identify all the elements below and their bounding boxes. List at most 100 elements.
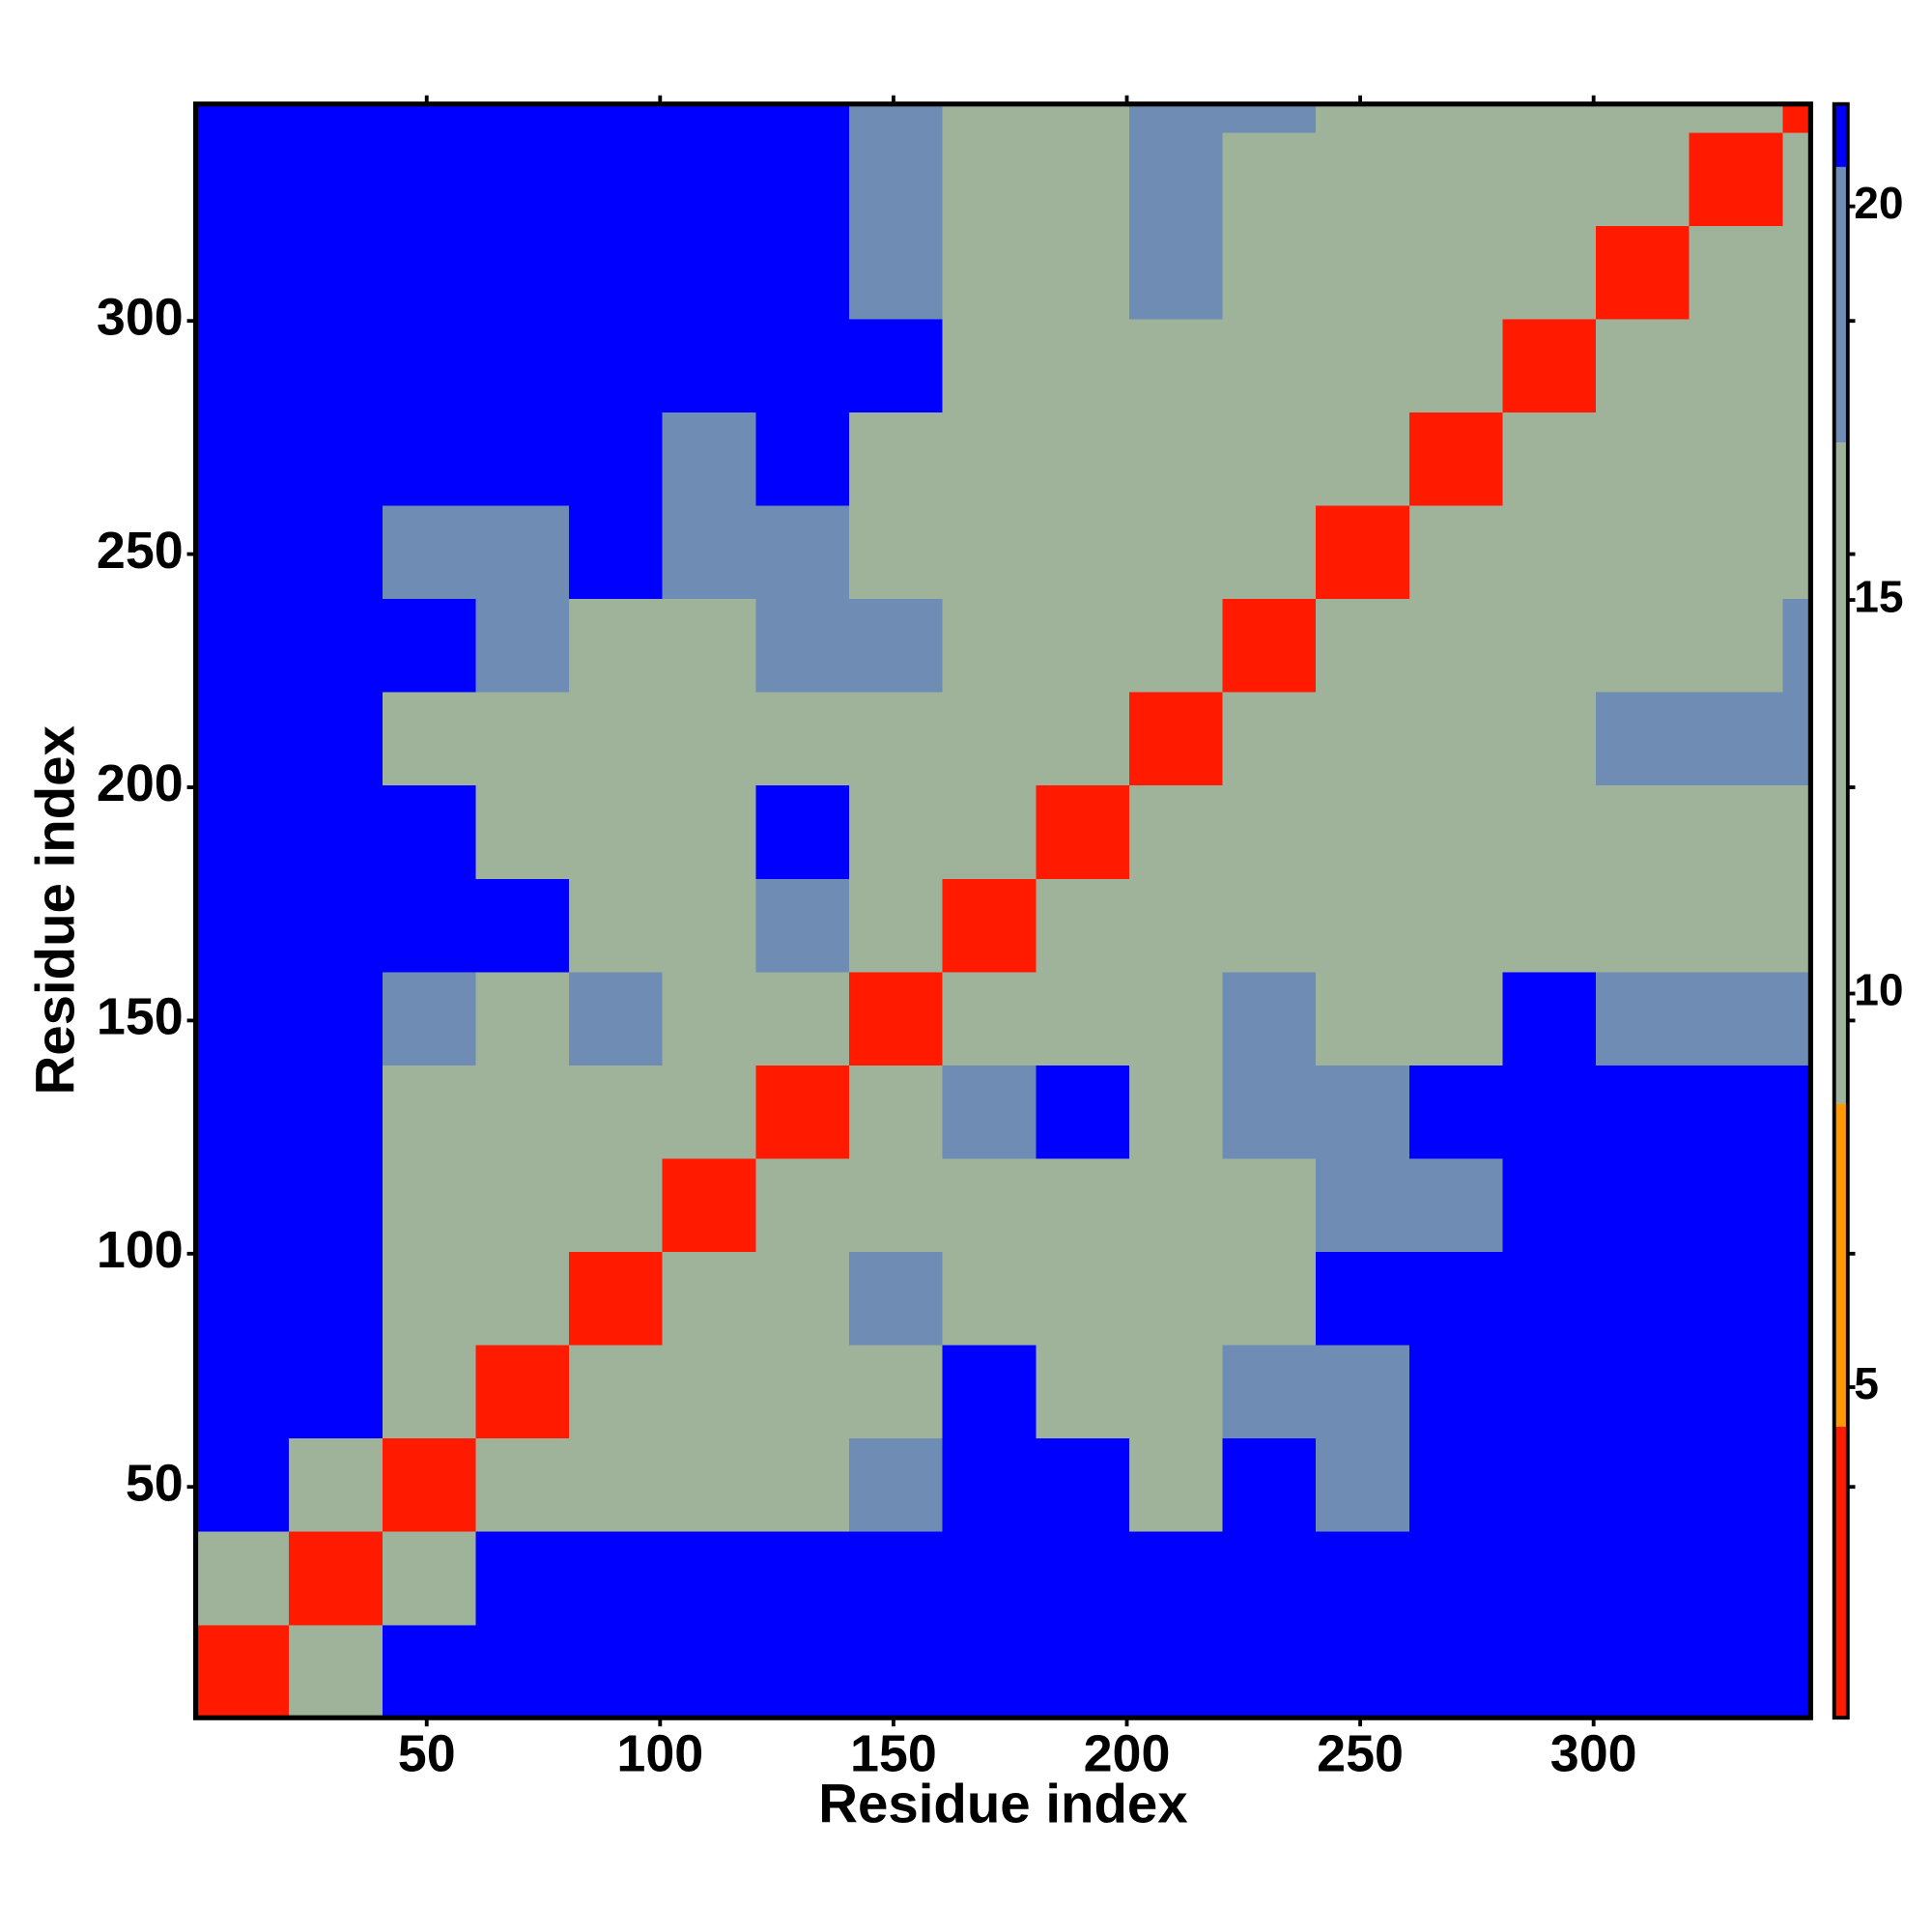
heat-cell (289, 318, 384, 412)
heat-cell (569, 1437, 664, 1532)
heat-cell (1596, 1437, 1690, 1532)
heat-cell (1316, 692, 1410, 786)
heat-cell (755, 131, 850, 226)
heat-cell (1502, 412, 1597, 506)
heat-cell (1502, 1251, 1597, 1346)
heat-cell (755, 1065, 850, 1159)
heat-cell (475, 1251, 570, 1346)
heat-cell (195, 784, 290, 879)
heat-cell (475, 225, 570, 320)
heat-cell (1689, 1344, 1784, 1439)
heat-cell (382, 598, 477, 693)
heat-cell (1408, 1344, 1504, 1439)
heat-cell (1596, 131, 1690, 226)
heat-cell (195, 1157, 290, 1253)
heat-cell (1596, 225, 1690, 320)
heat-cell (1689, 318, 1784, 412)
heat-cell (289, 878, 384, 973)
heat-cell (569, 412, 664, 506)
colorbar-segment (1833, 1426, 1848, 1719)
heat-cell (942, 692, 1037, 786)
heat-cell (569, 318, 664, 412)
heat-cell (475, 692, 570, 786)
heat-cell (1782, 103, 1811, 133)
heat-cell (1316, 1251, 1410, 1346)
heat-cell (1128, 318, 1224, 412)
heat-cell (1596, 878, 1690, 973)
y-tick-label: 100 (97, 1221, 184, 1279)
heat-cell (662, 878, 757, 973)
heat-cell (475, 412, 570, 506)
x-tick-label: 250 (1317, 1724, 1404, 1782)
heat-cell (1689, 131, 1784, 226)
heat-cell (1408, 1251, 1504, 1346)
heat-cell (1782, 598, 1811, 693)
heat-cell (475, 1065, 570, 1159)
heat-cell (1408, 692, 1504, 786)
heat-cell (1316, 784, 1410, 879)
heat-cell (1782, 1531, 1811, 1626)
heat-cell (849, 1531, 944, 1626)
heat-cell (662, 225, 757, 320)
heat-cell (1408, 598, 1504, 693)
heat-cell (569, 131, 664, 226)
heat-cell (1222, 1157, 1317, 1253)
heat-cell (942, 1531, 1037, 1626)
heat-cell (1128, 692, 1224, 786)
heat-cell (1222, 103, 1317, 133)
heat-cell (1689, 1065, 1784, 1159)
heat-cell (1316, 504, 1410, 600)
colorbar-segment (1833, 166, 1848, 443)
heat-cell (1502, 878, 1597, 973)
heat-cell (1782, 504, 1811, 600)
colorbar-frame (1832, 101, 1850, 1720)
heat-cell (195, 971, 290, 1065)
y-tick-label: 200 (97, 754, 184, 812)
heat-cell (1222, 1065, 1317, 1159)
heat-cell (569, 1624, 664, 1719)
heat-cell (195, 1065, 290, 1159)
x-tick-label: 200 (1084, 1724, 1171, 1782)
heat-cell (1596, 1624, 1690, 1719)
heat-cell (1316, 225, 1410, 320)
heat-cell (1128, 1157, 1224, 1253)
heat-cell (289, 1157, 384, 1253)
heat-cell (1128, 504, 1224, 600)
heat-cell (1036, 1624, 1130, 1719)
heat-cell (475, 598, 570, 693)
heat-cell (849, 1251, 944, 1346)
heat-cell (849, 1624, 944, 1719)
heat-cell (1408, 971, 1504, 1065)
heat-cell (1782, 878, 1811, 973)
heat-cell (1222, 412, 1317, 506)
heat-cell (942, 1344, 1037, 1439)
heat-cell (755, 1624, 850, 1719)
heat-cell (195, 225, 290, 320)
heat-cell (1502, 504, 1597, 600)
heat-cell (755, 1157, 850, 1253)
heat-cell (569, 225, 664, 320)
heat-cell (569, 1157, 664, 1253)
heat-cell (1689, 878, 1784, 973)
heat-cell (849, 971, 944, 1065)
heat-cell (289, 1344, 384, 1439)
heat-cell (942, 225, 1037, 320)
heat-cell (1689, 1251, 1784, 1346)
heat-cell (569, 1344, 664, 1439)
heat-cell (1782, 1624, 1811, 1719)
heat-cell (1036, 784, 1130, 879)
heat-cell (195, 103, 290, 133)
heat-cell (755, 318, 850, 412)
heat-cell (1316, 1344, 1410, 1439)
heat-cell (382, 1157, 477, 1253)
heat-cell (849, 1157, 944, 1253)
heat-cell (662, 692, 757, 786)
heat-cell (755, 504, 850, 600)
heat-cell (289, 131, 384, 226)
heat-cell (942, 1437, 1037, 1532)
heat-cell (1596, 412, 1690, 506)
heat-cell (195, 318, 290, 412)
heat-cell (1408, 1065, 1504, 1159)
heat-cell (1128, 1531, 1224, 1626)
